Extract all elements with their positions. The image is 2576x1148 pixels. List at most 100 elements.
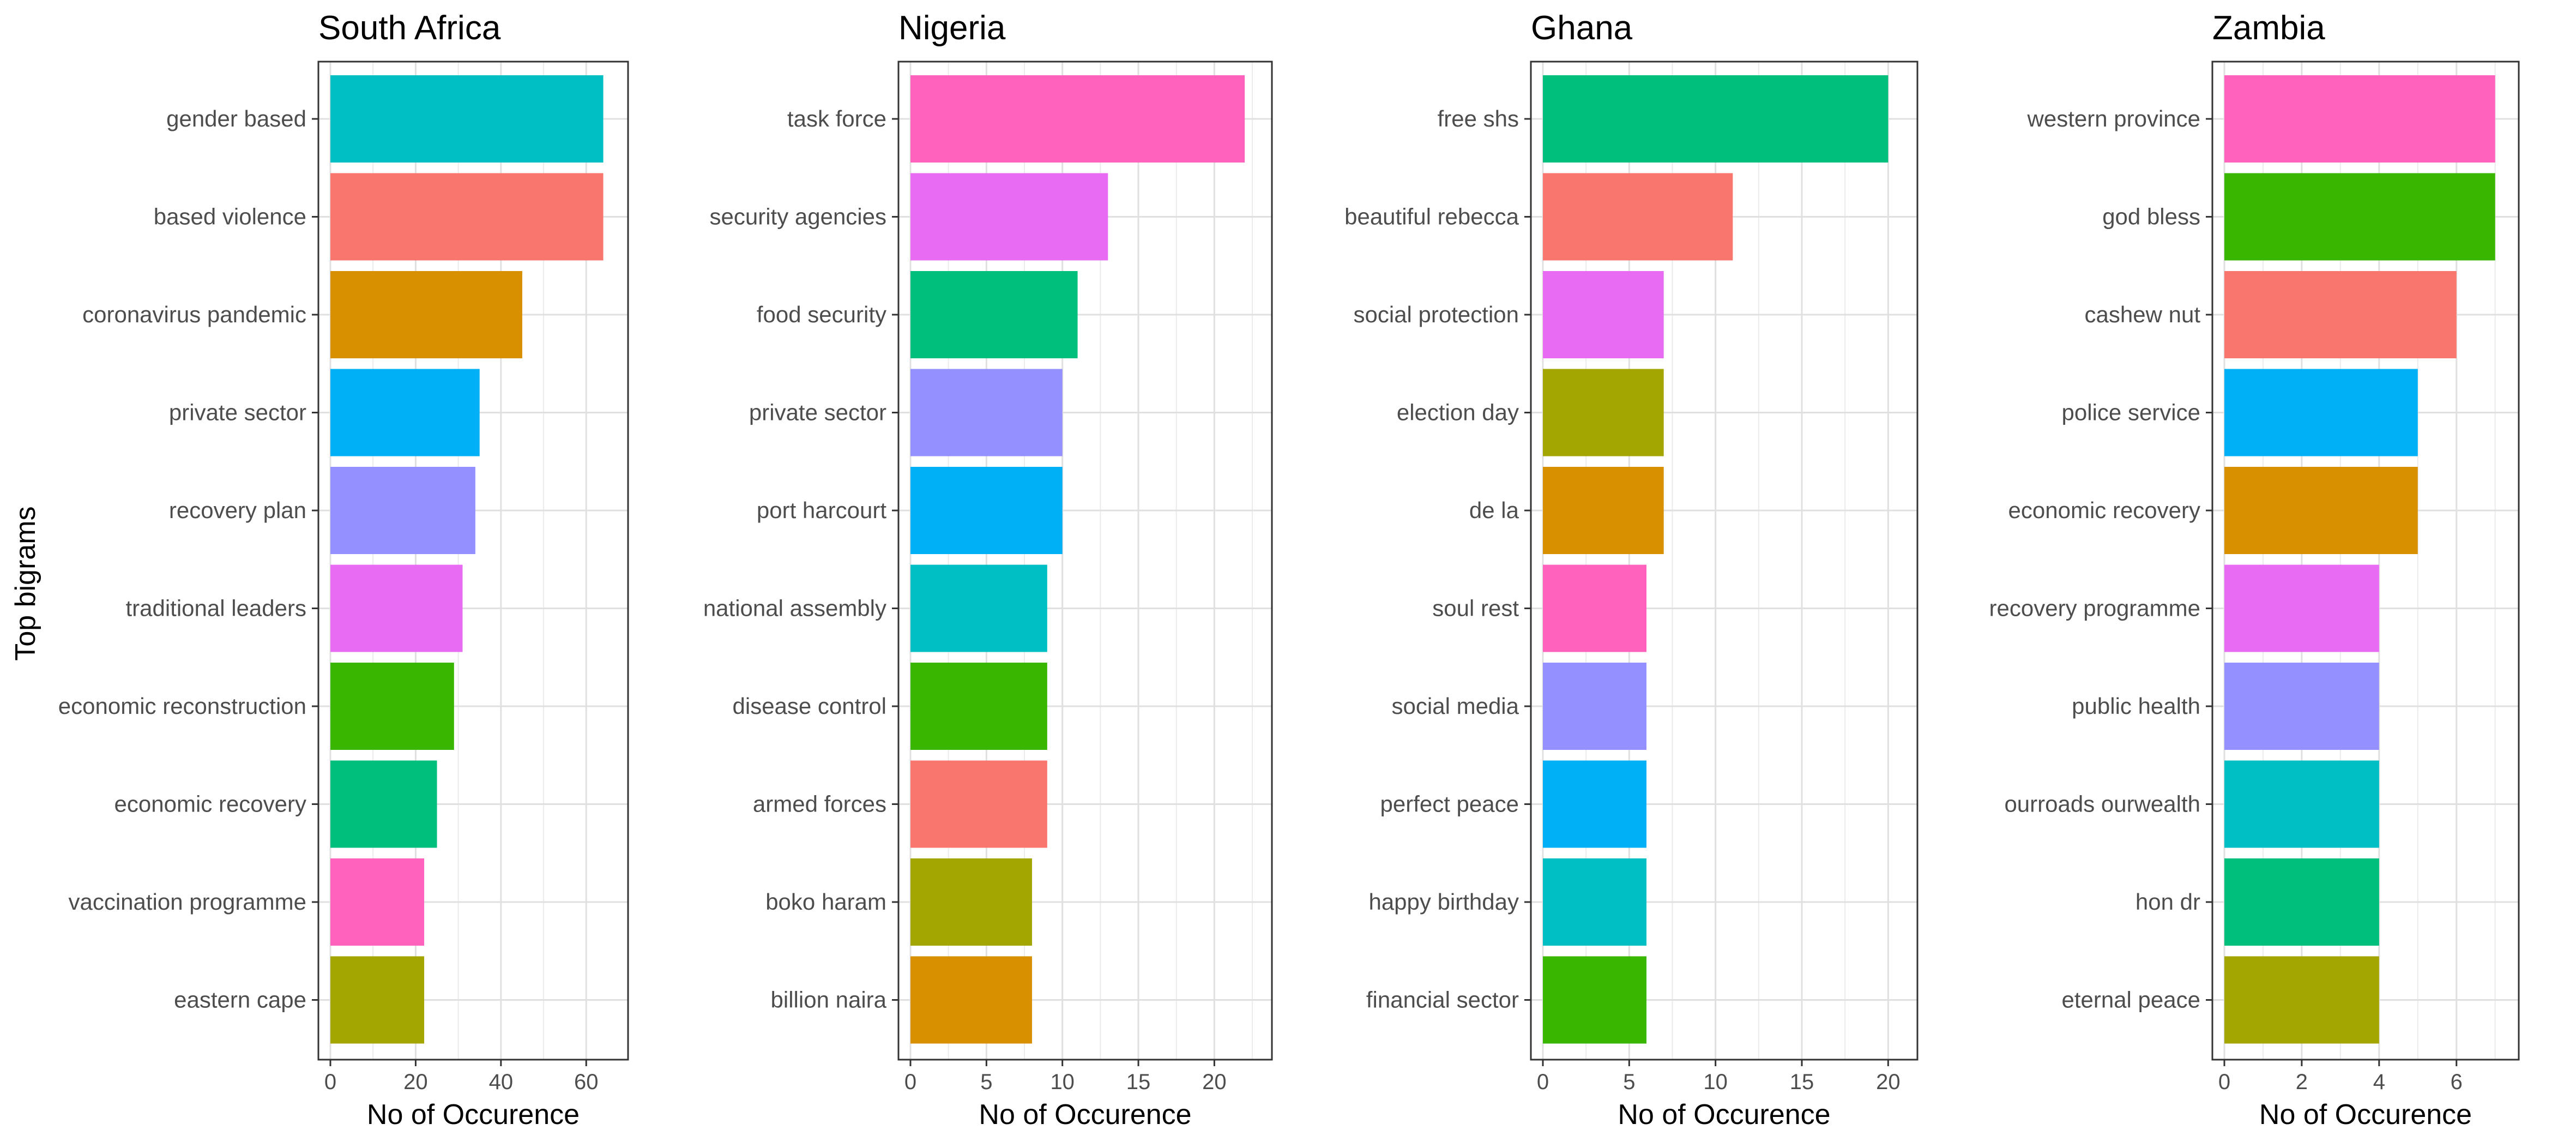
x-tick-label: 4 [2373, 1070, 2385, 1094]
bar-private-sector [910, 369, 1063, 456]
x-axis-title: No of Occurence [1618, 1099, 1830, 1131]
x-tick-label: 20 [1202, 1070, 1227, 1094]
panel-2: free shs beautiful rebecca social protecti… [1344, 9, 1919, 1131]
category-label: western province [2027, 106, 2200, 131]
bar-police-service [2224, 369, 2418, 456]
bar-port-harcourt [910, 467, 1063, 554]
x-tick-label: 2 [2296, 1070, 2308, 1094]
category-label: billion naira [771, 987, 887, 1013]
bar-financial-sector [1543, 956, 1646, 1044]
bar-armed-forces [910, 760, 1047, 848]
panel-title: South Africa [318, 9, 501, 47]
category-label: eternal peace [2061, 987, 2200, 1013]
x-tick-label: 0 [2218, 1070, 2230, 1094]
panel-border [897, 61, 1273, 1061]
x-tick-label: 10 [1703, 1070, 1728, 1094]
category-label: security agencies [710, 204, 887, 230]
bar-hon-dr [2224, 858, 2379, 946]
x-tick-label: 20 [403, 1070, 428, 1094]
bar-national-assembly [910, 564, 1047, 652]
category-label: disease control [733, 693, 887, 719]
category-label: private sector [749, 400, 886, 425]
bar-billion-naira [910, 956, 1032, 1044]
category-label: coronavirus pandemic [82, 302, 306, 327]
x-tick-label: 60 [574, 1070, 599, 1094]
panel-border [317, 61, 629, 1061]
panel-1: task force security agencies food security… [703, 9, 1273, 1131]
category-label: port harcourt [757, 497, 886, 523]
category-label: soul rest [1432, 596, 1519, 621]
x-tick-label: 0 [904, 1070, 916, 1094]
bar-traditional-leaders [330, 564, 463, 652]
bar-cashew-nut [2224, 271, 2457, 358]
bar-god-bless [2224, 173, 2495, 261]
bar-eastern-cape [330, 956, 425, 1044]
bar-social-media [1543, 663, 1646, 750]
category-label: economic reconstruction [58, 693, 306, 719]
bar-beautiful-rebecca [1543, 173, 1733, 261]
x-axis-title: No of Occurence [979, 1099, 1191, 1131]
bar-based-violence [330, 173, 604, 261]
panel-title: Zambia [2212, 9, 2325, 47]
panel-0: gender based based violence coronavirus pa… [58, 9, 629, 1131]
category-label: perfect peace [1380, 791, 1519, 817]
category-label: economic recovery [114, 791, 306, 817]
x-tick-label: 10 [1050, 1070, 1075, 1094]
bar-boko-haram [910, 858, 1032, 946]
category-label: task force [787, 106, 886, 131]
category-label: national assembly [703, 596, 886, 621]
bar-eternal-peace [2224, 956, 2379, 1044]
category-label: economic recovery [2008, 497, 2200, 523]
bar-private-sector [330, 369, 480, 456]
category-label: happy birthday [1368, 889, 1519, 915]
panel-border [2211, 61, 2520, 1061]
category-label: de la [1469, 497, 1519, 523]
bar-de-la [1543, 467, 1664, 554]
y-axis-title: Top bigrams [10, 506, 41, 660]
category-label: recovery plan [169, 497, 306, 523]
bar-economic-reconstruction [330, 663, 454, 750]
bar-gender-based [330, 75, 604, 163]
x-tick-label: 0 [1537, 1070, 1549, 1094]
bar-disease-control [910, 663, 1047, 750]
bar-perfect-peace [1543, 760, 1646, 848]
bar-free-shs [1543, 75, 1889, 163]
bar-economic-recovery [330, 760, 437, 848]
bar-food-security [910, 271, 1078, 358]
category-label: ourroads ourwealth [2004, 791, 2200, 817]
bar-recovery-programme [2224, 564, 2379, 652]
category-label: public health [2072, 693, 2200, 719]
category-label: traditional leaders [125, 596, 306, 621]
x-axis-title: No of Occurence [2259, 1099, 2472, 1131]
panel-3: western province god bless cashew nut polic… [1989, 9, 2520, 1131]
category-label: beautiful rebecca [1344, 204, 1519, 230]
x-tick-label: 5 [980, 1070, 992, 1094]
category-label: god bless [2102, 204, 2200, 230]
x-tick-label: 40 [489, 1070, 514, 1094]
bar-social-protection [1543, 271, 1664, 358]
x-tick-label: 6 [2451, 1070, 2463, 1094]
category-label: free shs [1438, 106, 1519, 131]
panel-title: Ghana [1531, 9, 1633, 47]
x-axis-title: No of Occurence [367, 1099, 580, 1131]
bar-happy-birthday [1543, 858, 1646, 946]
category-label: eastern cape [174, 987, 306, 1013]
category-label: armed forces [753, 791, 886, 817]
x-tick-label: 0 [324, 1070, 336, 1094]
category-label: based violence [154, 204, 306, 230]
category-label: recovery programme [1989, 596, 2200, 621]
x-tick-label: 5 [1623, 1070, 1635, 1094]
bar-election-day [1543, 369, 1664, 456]
bar-economic-recovery [2224, 467, 2418, 554]
bar-western-province [2224, 75, 2495, 163]
category-label: private sector [169, 400, 306, 425]
bar-public-health [2224, 663, 2379, 750]
bar-recovery-plan [330, 467, 475, 554]
bar-task-force [910, 75, 1245, 163]
panel-title: Nigeria [898, 9, 1006, 47]
panel-border [1530, 61, 1919, 1061]
bar-vaccination-programme [330, 858, 425, 946]
category-label: police service [2062, 400, 2200, 425]
